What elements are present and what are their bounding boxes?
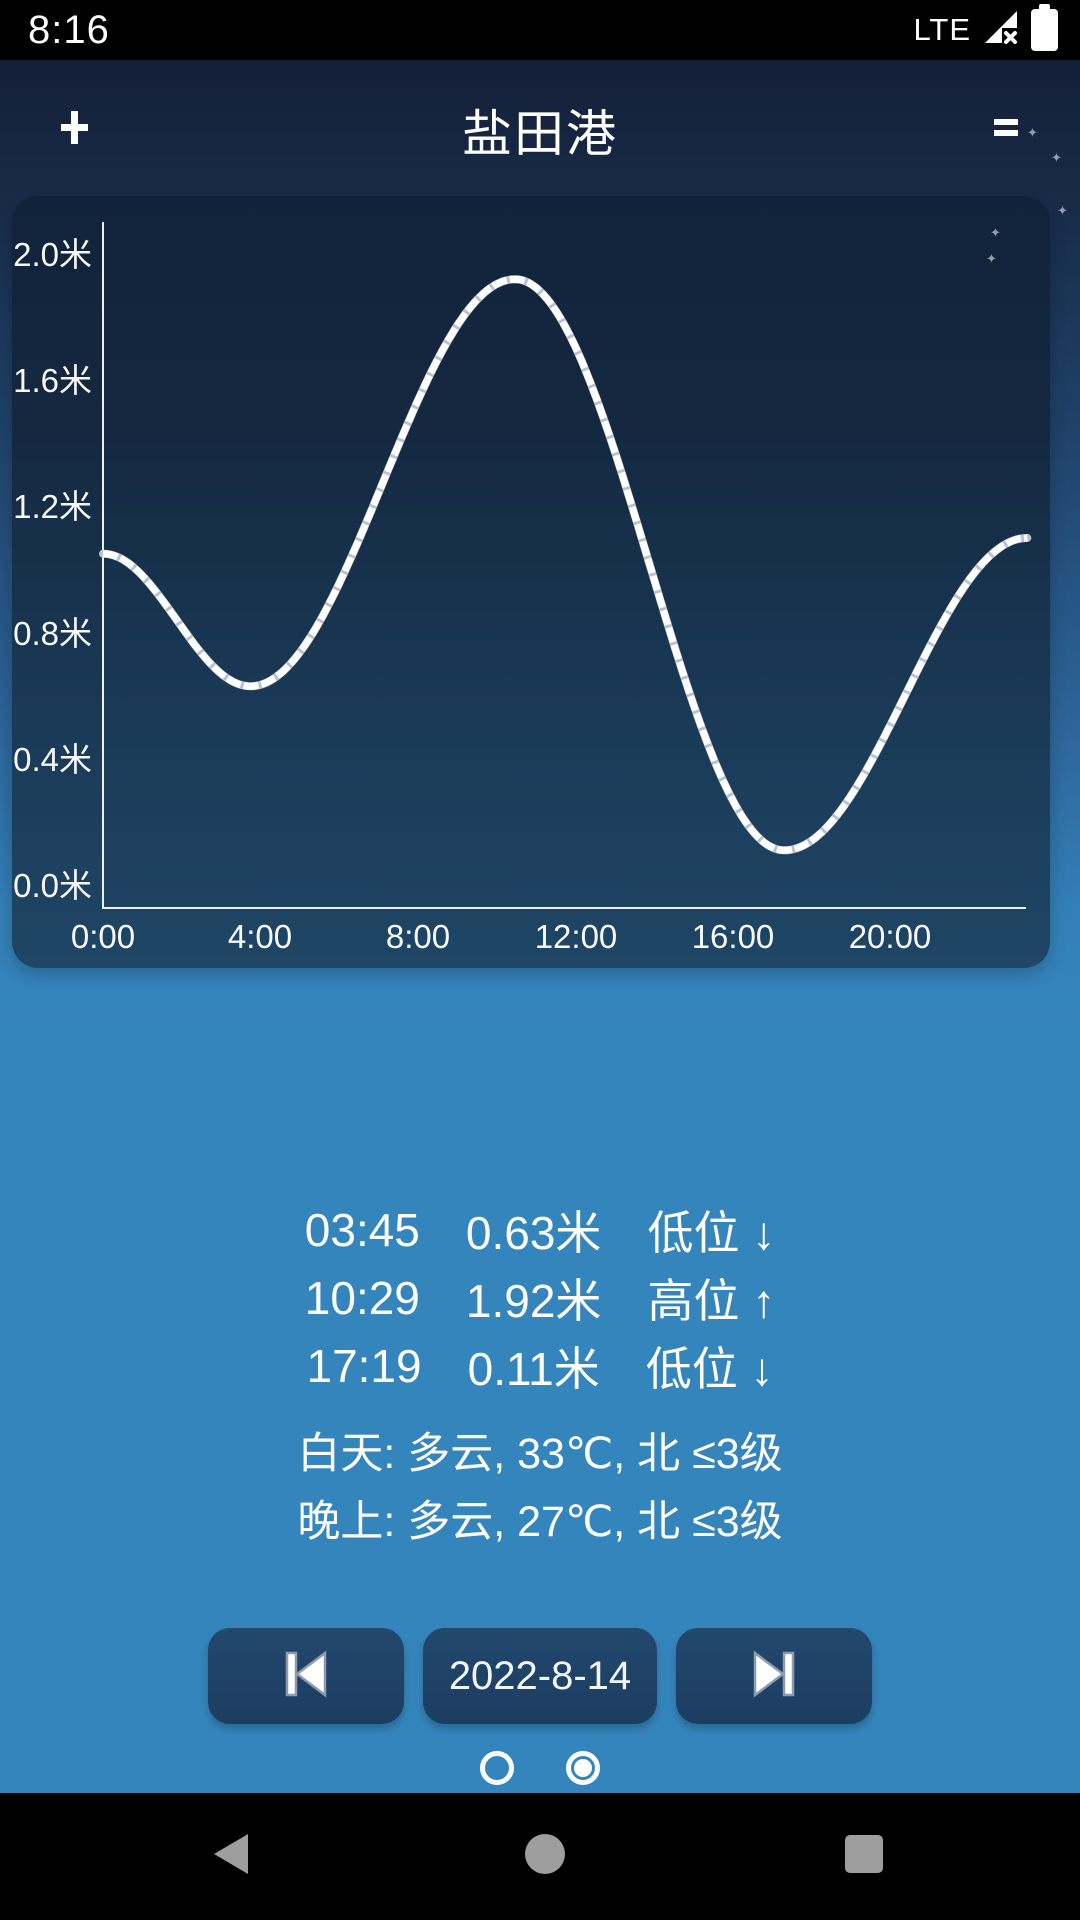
- skip-next-icon: [747, 1648, 801, 1705]
- tide-event-row: 03:45 0.63米 低位 ↓: [0, 1196, 1080, 1264]
- home-icon: [523, 1832, 567, 1881]
- page-dot-2[interactable]: [566, 1751, 600, 1785]
- sparkle-icon: ✦: [990, 225, 1001, 240]
- tide-event-row: 10:29 1.92米 高位 ↑: [0, 1264, 1080, 1332]
- tide-time: 17:19: [306, 1340, 422, 1392]
- recents-icon: [843, 1833, 885, 1880]
- x-tick: 8:00: [386, 918, 450, 955]
- add-port-button[interactable]: [44, 100, 104, 160]
- tide-curve: [102, 275, 1028, 854]
- tide-state: 低位 ↓: [645, 1343, 774, 1395]
- x-tick: 20:00: [849, 918, 932, 955]
- tide-curve-outline: [99, 275, 1032, 855]
- x-tick: 12:00: [535, 918, 618, 955]
- page-indicator: [0, 1751, 1080, 1791]
- y-tick: 1.6米: [13, 362, 92, 399]
- x-tick: 4:00: [228, 918, 292, 955]
- current-date-label: 2022-8-14: [448, 1653, 632, 1698]
- x-tick: 16:00: [692, 918, 775, 955]
- tide-height: 0.11米: [467, 1343, 600, 1395]
- y-tick: 0.8米: [13, 615, 92, 652]
- tide-time: 03:45: [304, 1204, 420, 1256]
- tide-chart-card: 2.0米 1.6米 1.2米 0.8米 0.4米 0.0米 0:00 4:00 …: [12, 196, 1050, 968]
- y-tick: 1.2米: [13, 488, 92, 525]
- status-bar: 8:16 LTE: [0, 0, 1080, 60]
- sparkle-icon: ✦: [1057, 203, 1068, 218]
- tide-height: 0.63米: [465, 1207, 602, 1259]
- next-day-button[interactable]: [676, 1628, 872, 1724]
- back-icon: [210, 1832, 252, 1881]
- android-nav-bar: [0, 1793, 1080, 1920]
- battery-full-icon: [1031, 4, 1058, 56]
- y-tick: 0.4米: [13, 741, 92, 778]
- page-title: 盐田港: [462, 106, 618, 162]
- weather-day: 白天: 多云, 33℃, 北 ≤3级: [297, 1430, 783, 1478]
- tide-chart: 2.0米 1.6米 1.2米 0.8米 0.4米 0.0米 0:00 4:00 …: [13, 222, 1032, 955]
- app-page: 盐田港 2.0米 1.6米 1.2米 0.8米: [0, 60, 1080, 1920]
- sparkle-icon: ✦: [1027, 125, 1038, 140]
- status-time: 8:16: [28, 7, 110, 52]
- network-type-label: LTE: [913, 12, 971, 47]
- signal-no-internet-icon: [983, 9, 1019, 52]
- tide-height: 1.92米: [465, 1275, 602, 1327]
- page-dot-1[interactable]: [480, 1751, 514, 1785]
- date-picker-button[interactable]: 2022-8-14: [423, 1628, 657, 1724]
- tide-event-row: 17:19 0.11米 低位 ↓: [0, 1332, 1080, 1400]
- menu-button[interactable]: [976, 100, 1036, 160]
- sparkle-icon: ✦: [986, 251, 997, 266]
- back-button[interactable]: [171, 1793, 291, 1920]
- app-header: 盐田港: [0, 98, 1080, 162]
- weather-night: 晚上: 多云, 27℃, 北 ≤3级: [297, 1498, 783, 1546]
- plus-icon: [60, 111, 88, 149]
- tide-events-list: 03:45 0.63米 低位 ↓ 10:29 1.92米 高位 ↑ 17:19 …: [0, 1196, 1080, 1400]
- y-tick: 2.0米: [13, 236, 92, 273]
- home-button[interactable]: [485, 1793, 605, 1920]
- previous-day-button[interactable]: [208, 1628, 404, 1724]
- tide-state: 低位 ↓: [647, 1207, 776, 1259]
- x-tick: 0:00: [71, 918, 135, 955]
- y-tick: 0.0米: [13, 867, 92, 904]
- sparkle-icon: ✦: [1051, 150, 1062, 165]
- skip-previous-icon: [279, 1648, 333, 1705]
- tide-time: 10:29: [304, 1272, 420, 1324]
- recents-button[interactable]: [804, 1793, 924, 1920]
- tide-state: 高位 ↑: [647, 1275, 776, 1327]
- menu-icon: [994, 119, 1018, 141]
- weather-info: 白天: 多云, 33℃, 北 ≤3级 晚上: 多云, 27℃, 北 ≤3级: [0, 1416, 1080, 1552]
